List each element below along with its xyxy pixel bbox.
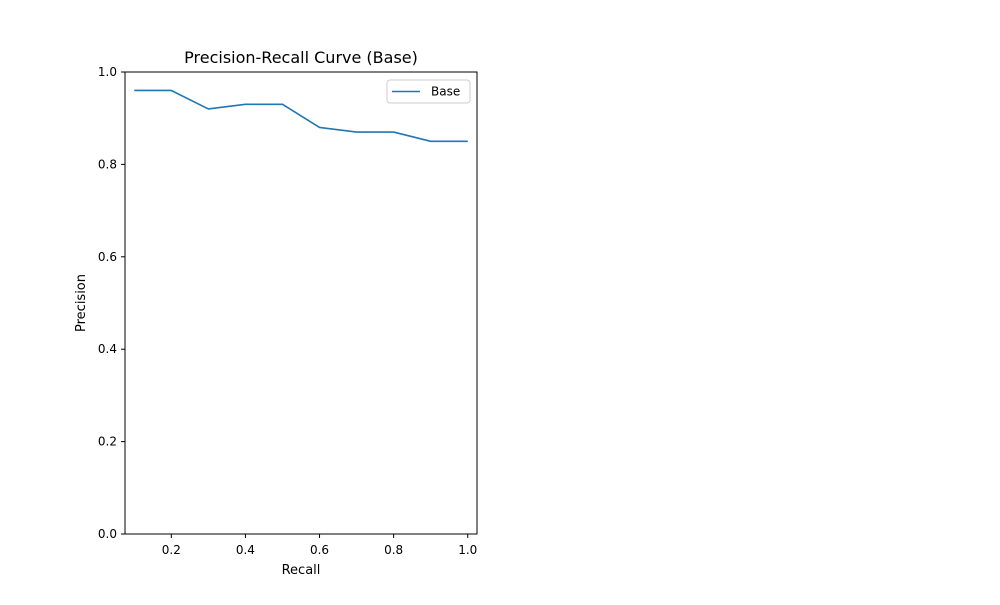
x-tick-label: 0.6 — [310, 543, 329, 557]
ticks-layer: 0.2 0.4 0.6 0.8 1.0 0.0 0.2 0.4 0.6 0.8 1.0 — [98, 65, 477, 557]
axes-frame — [124, 71, 478, 535]
x-axis-label: Recall — [282, 563, 321, 578]
x-tick-label: 0.2 — [162, 543, 181, 557]
y-tick-label: 0.2 — [98, 435, 117, 449]
series-layer — [134, 89, 468, 143]
y-tick-label: 0.6 — [98, 250, 117, 264]
y-tick-label: 0.0 — [98, 527, 117, 541]
x-tick-label: 0.4 — [236, 543, 255, 557]
y-axis-label: Precision — [74, 274, 89, 332]
series-line-base — [134, 89, 468, 143]
y-tick-label: 1.0 — [98, 65, 117, 79]
y-tick-label: 0.8 — [98, 157, 117, 171]
x-tick-label: 1.0 — [458, 543, 477, 557]
x-tick-label: 0.8 — [384, 543, 403, 557]
legend-label: Base — [431, 85, 460, 99]
legend: Base — [386, 79, 471, 104]
y-tick-label: 0.4 — [98, 342, 117, 356]
chart-title: Precision-Recall Curve (Base) — [184, 48, 418, 67]
legend-box — [386, 79, 471, 104]
